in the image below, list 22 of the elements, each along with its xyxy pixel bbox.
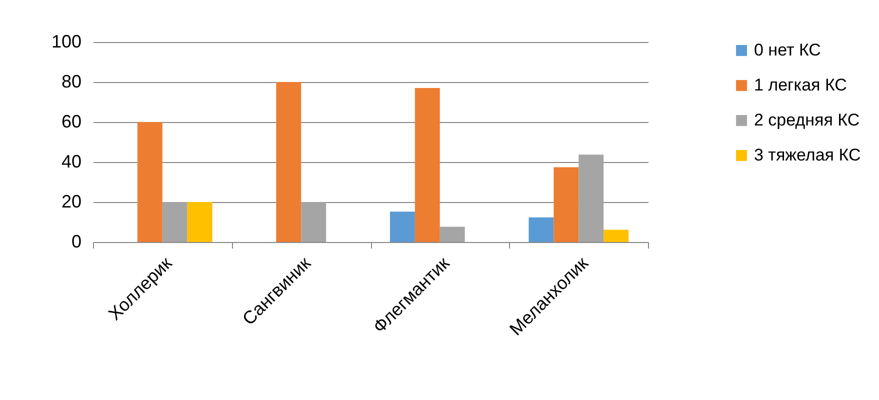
y-tick-label: 40 xyxy=(61,152,82,172)
legend-label: 3 тяжелая КС xyxy=(754,146,861,164)
legend-label: 2 средняя КС xyxy=(754,110,860,130)
legend-label: 1 легкая КС xyxy=(754,76,847,94)
y-tick-label: 60 xyxy=(61,112,82,132)
bar xyxy=(187,202,212,242)
y-tick-label: 0 xyxy=(71,232,82,252)
legend-label: 0 нет КС xyxy=(754,40,821,60)
bar xyxy=(604,230,629,242)
bar xyxy=(414,88,440,242)
y-tick-label: 100 xyxy=(51,32,82,52)
bar xyxy=(137,122,162,242)
bar xyxy=(276,82,302,242)
bar xyxy=(554,167,579,242)
bar xyxy=(440,226,465,242)
bar xyxy=(390,212,415,242)
y-tick-label: 80 xyxy=(61,72,82,92)
bar xyxy=(578,154,604,242)
bar xyxy=(162,202,188,242)
y-tick-label: 20 xyxy=(61,192,82,212)
bar xyxy=(528,217,554,242)
bar xyxy=(301,202,326,242)
